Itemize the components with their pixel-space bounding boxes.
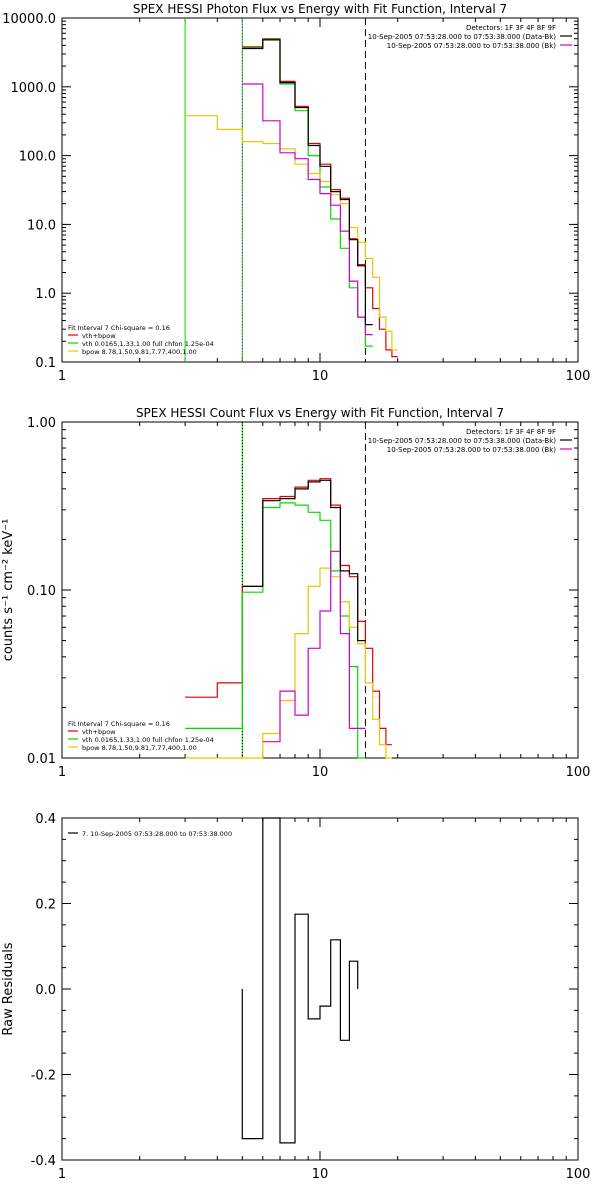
- y-tick-label: 1000.0: [11, 81, 57, 96]
- x-tick-label: 1: [58, 369, 66, 384]
- chart-panel-2: SPEX HESSI Count Flux vs Energy with Fit…: [1, 406, 590, 780]
- header-line: 10-Sep-2005 07:53:28.000 to 07:53:38.000…: [387, 446, 557, 454]
- series-line-bk: [242, 83, 373, 336]
- y-tick-label: 0.0: [35, 983, 56, 998]
- legend-entry: bpow 8.78,1.50,9.81,7.77,400,1.00: [82, 744, 197, 752]
- header-line: 10-Sep-2005 07:53:28.000 to 07:53:38.000…: [368, 437, 557, 445]
- x-tick-label: 1: [58, 765, 66, 780]
- series-line-total: [185, 478, 392, 746]
- legend-entry: Fit Interval 7 Chi-square = 0.16: [68, 324, 170, 332]
- y-tick-label: 10.0: [27, 218, 56, 233]
- y-tick-label: 0.2: [35, 898, 56, 913]
- x-tick-label: 100: [566, 369, 591, 384]
- chart-title: SPEX HESSI Photon Flux vs Energy with Fi…: [133, 2, 507, 16]
- y-axis-label: Raw Residuals: [1, 942, 16, 1035]
- y-tick-label: -0.2: [31, 1069, 56, 1084]
- y-tick-label: 1.00: [27, 416, 56, 431]
- series-line-bpow: [185, 115, 398, 351]
- y-tick-label: 10000.0: [2, 12, 56, 27]
- x-tick-label: 1: [58, 1167, 66, 1182]
- chart-panel-3: 1 10 100 -0.4 -0.2 0.0 0.2 0.4 Raw Residuals 7. 1…: [1, 812, 590, 1182]
- series-line-bpow: [185, 567, 392, 759]
- y-tick-label: 100.0: [19, 150, 56, 165]
- series-line-bk: [262, 550, 366, 743]
- header-line: Detectors: 1F 3F 4F 8F 9F: [466, 24, 556, 32]
- legend-entry: vth 0.0165,1.33,1.00 full chfon 1.25e-04: [82, 736, 214, 744]
- chart-title: SPEX HESSI Count Flux vs Energy with Fit…: [136, 406, 504, 420]
- header-line: Detectors: 1F 3F 4F 8F 9F: [466, 428, 556, 436]
- x-tick-label: 10: [312, 765, 329, 780]
- series-line-data: [241, 817, 359, 1144]
- x-tick-label: 10: [312, 1167, 329, 1182]
- plot-frame: [61, 421, 579, 759]
- chart-panel-1: SPEX HESSI Photon Flux vs Energy with Fi…: [2, 2, 590, 384]
- y-tick-label: 1.0: [35, 287, 56, 302]
- plot-frame: [61, 817, 579, 1161]
- header-line: 10-Sep-2005 07:53:28.000 to 07:53:38.000…: [387, 42, 557, 50]
- header-line: 10-Sep-2005 07:53:28.000 to 07:53:38.000…: [368, 33, 557, 41]
- legend-entry: 7. 10-Sep-2005 07:53:28.000 to 07:53:38.…: [82, 830, 232, 838]
- series-line-total: [242, 38, 398, 358]
- legend-entry: vth 0.0165,1.33,1.00 full chfon 1.25e-04: [82, 340, 214, 348]
- y-tick-label: 0.4: [35, 812, 56, 827]
- y-tick-label: 0.1: [35, 356, 56, 371]
- legend-entry: vth+bpow: [82, 332, 116, 340]
- x-tick-label: 100: [566, 1167, 591, 1182]
- y-tick-label: 0.10: [27, 584, 56, 599]
- y-tick-label: -0.4: [31, 1154, 56, 1169]
- series-line-vth: [185, 502, 366, 759]
- series-line-data: [242, 39, 373, 326]
- legend-entry: vth+bpow: [82, 728, 116, 736]
- x-tick-label: 100: [566, 765, 591, 780]
- legend-entry: Fit Interval 7 Chi-square = 0.16: [68, 720, 170, 728]
- y-axis-label: counts s⁻¹ cm⁻² keV⁻¹: [1, 519, 16, 662]
- series-line-vth: [242, 38, 373, 347]
- series-line-data: [242, 479, 366, 642]
- x-tick-label: 10: [312, 369, 329, 384]
- y-tick-label: 0.01: [27, 752, 56, 767]
- legend-entry: bpow 8.78,1.50,9.81,7.77,400,1.00: [82, 348, 197, 356]
